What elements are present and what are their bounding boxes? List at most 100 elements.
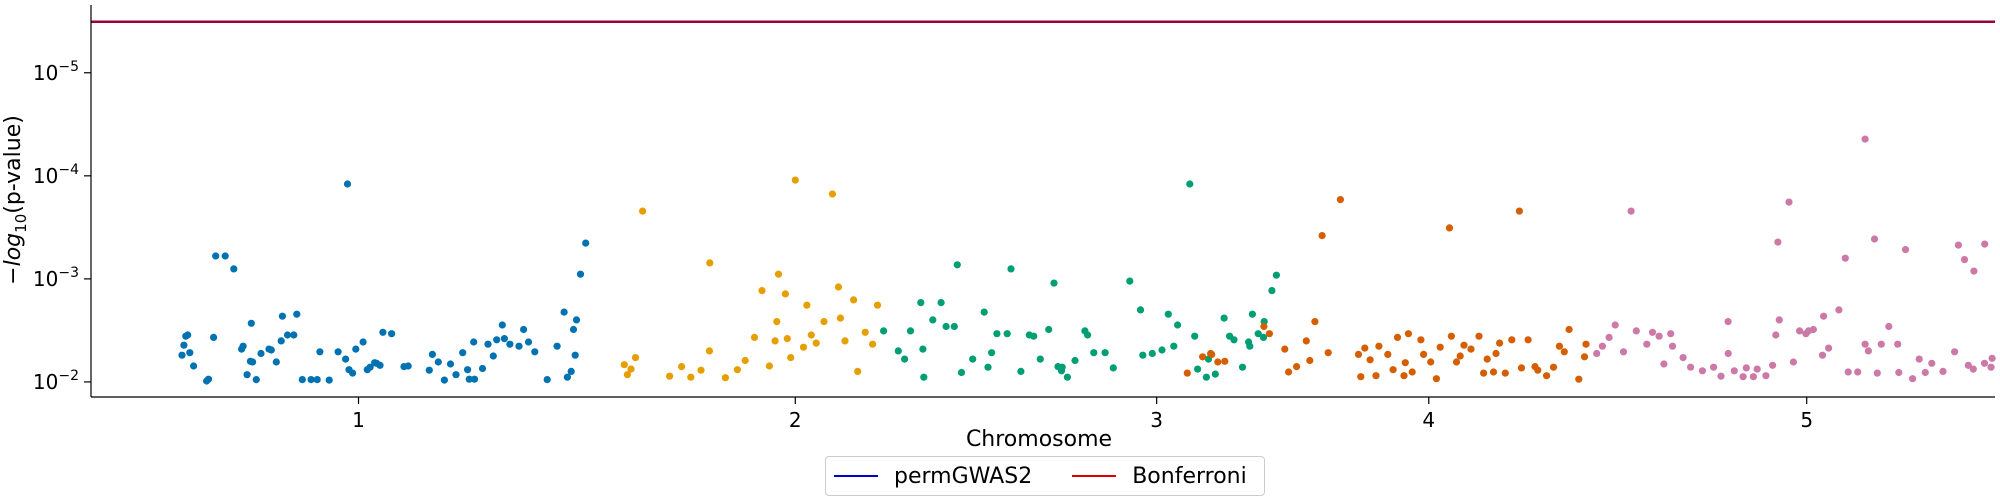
snp-point-chr5 bbox=[1964, 361, 1972, 369]
snp-point-chr4 bbox=[1452, 358, 1461, 366]
snp-point-chr1 bbox=[293, 310, 301, 318]
snp-point-chr4 bbox=[1475, 332, 1483, 340]
snp-point-chr4 bbox=[1420, 350, 1428, 358]
snp-point-chr3 bbox=[984, 363, 992, 371]
snp-point-chr3 bbox=[1248, 310, 1256, 318]
snp-point-chr4 bbox=[1214, 358, 1222, 366]
snp-point-chr1 bbox=[212, 252, 220, 260]
snp-point-chr1 bbox=[272, 358, 280, 366]
snp-point-chr5 bbox=[1894, 340, 1902, 348]
snp-point-chr4 bbox=[1311, 318, 1319, 326]
snp-point-chr5 bbox=[1730, 367, 1738, 375]
snp-point-chr4 bbox=[1447, 332, 1455, 340]
snp-point-chr1 bbox=[342, 355, 350, 363]
snp-point-chr3 bbox=[894, 347, 902, 355]
snp-point-chr1 bbox=[425, 366, 433, 374]
snp-point-chr5 bbox=[1598, 342, 1606, 350]
snp-point-chr5 bbox=[1742, 364, 1750, 372]
snp-point-chr5 bbox=[1762, 372, 1770, 380]
snp-point-chr5 bbox=[1698, 367, 1706, 375]
snp-point-chr2 bbox=[687, 373, 695, 381]
snp-point-chr3 bbox=[1084, 331, 1092, 339]
scatter-points bbox=[178, 135, 1996, 385]
y-tick-label: 10−4 bbox=[33, 162, 79, 188]
snp-point-chr2 bbox=[631, 354, 640, 362]
snp-point-chr5 bbox=[1988, 354, 1996, 362]
snp-point-chr3 bbox=[1090, 349, 1098, 357]
snp-point-chr2 bbox=[850, 296, 858, 304]
snp-point-chr4 bbox=[1375, 342, 1383, 350]
snp-point-chr3 bbox=[1230, 336, 1238, 344]
y-axis-label: −log10(p-value) bbox=[1, 115, 30, 285]
snp-point-chr4 bbox=[1560, 348, 1568, 356]
snp-point-chr2 bbox=[803, 301, 811, 309]
snp-point-chr2 bbox=[791, 176, 799, 184]
snp-point-chr5 bbox=[1796, 327, 1804, 335]
snp-point-chr1 bbox=[440, 376, 448, 384]
snp-point-chr1 bbox=[470, 375, 479, 383]
snp-point-chr4 bbox=[1534, 366, 1542, 374]
snp-point-chr5 bbox=[1820, 312, 1828, 320]
snp-point-chr1 bbox=[571, 351, 579, 359]
snp-point-chr3 bbox=[1268, 287, 1276, 295]
snp-point-chr3 bbox=[1164, 310, 1172, 318]
snp-point-chr1 bbox=[572, 316, 581, 324]
snp-point-chr1 bbox=[190, 362, 198, 370]
snp-point-chr2 bbox=[733, 366, 742, 374]
x-axis-label: Chromosome bbox=[966, 427, 1112, 452]
snp-point-chr1 bbox=[178, 351, 186, 359]
snp-point-chr5 bbox=[1605, 333, 1613, 341]
snp-point-chr5 bbox=[1960, 256, 1969, 264]
snp-point-chr3 bbox=[969, 355, 977, 363]
snp-point-chr5 bbox=[1885, 322, 1893, 331]
snp-point-chr3 bbox=[957, 368, 966, 377]
snp-point-chr1 bbox=[186, 349, 194, 357]
snp-point-chr5 bbox=[1724, 318, 1732, 326]
snp-point-chr2 bbox=[741, 356, 749, 365]
snp-point-chr1 bbox=[379, 328, 387, 336]
snp-point-chr5 bbox=[1864, 347, 1872, 355]
snp-point-chr2 bbox=[678, 363, 686, 371]
snp-point-chr1 bbox=[243, 371, 251, 379]
snp-point-chr4 bbox=[1483, 355, 1491, 363]
snp-point-chr3 bbox=[1050, 279, 1058, 287]
snp-point-chr3 bbox=[1017, 367, 1025, 375]
snp-point-chr4 bbox=[1302, 337, 1310, 345]
x-tick-label: 2 bbox=[789, 408, 802, 432]
snp-point-chr5 bbox=[1841, 254, 1849, 262]
snp-point-chr3 bbox=[937, 299, 945, 307]
snp-point-chr5 bbox=[1970, 267, 1978, 275]
snp-point-chr3 bbox=[1071, 356, 1079, 365]
snp-point-chr3 bbox=[1158, 346, 1166, 354]
snp-point-chr4 bbox=[1549, 363, 1558, 371]
snp-point-chr4 bbox=[1496, 339, 1504, 347]
legend-swatch-bonferroni bbox=[1072, 475, 1117, 477]
snp-point-chr1 bbox=[221, 252, 229, 260]
snp-point-chr4 bbox=[1389, 366, 1397, 374]
snp-point-chr1 bbox=[388, 330, 396, 338]
snp-point-chr3 bbox=[993, 330, 1001, 338]
snp-point-chr4 bbox=[1580, 353, 1589, 361]
snp-point-chr4 bbox=[1265, 330, 1273, 338]
snp-point-chr5 bbox=[1687, 363, 1695, 371]
snp-point-chr5 bbox=[1818, 351, 1827, 359]
snp-point-chr2 bbox=[828, 190, 837, 198]
snp-point-chr3 bbox=[1045, 325, 1053, 334]
snp-point-chr4 bbox=[1293, 363, 1301, 371]
legend-label-bonferroni: Bonferroni bbox=[1132, 463, 1247, 489]
snp-point-chr3 bbox=[1058, 363, 1066, 371]
snp-point-chr5 bbox=[1969, 365, 1977, 373]
legend-label-permgwas2: permGWAS2 bbox=[894, 463, 1033, 489]
snp-point-chr5 bbox=[1861, 135, 1869, 143]
snp-point-chr2 bbox=[869, 340, 877, 348]
snp-point-chr1 bbox=[553, 342, 561, 350]
snp-point-chr4 bbox=[1384, 350, 1392, 358]
snp-point-chr4 bbox=[1582, 340, 1590, 348]
snp-point-chr5 bbox=[1877, 340, 1885, 348]
snp-point-chr3 bbox=[1126, 277, 1134, 285]
snp-point-chr3 bbox=[1036, 355, 1044, 363]
snp-point-chr3 bbox=[950, 322, 958, 331]
snp-point-chr4 bbox=[1501, 369, 1509, 377]
snp-point-chr1 bbox=[249, 358, 257, 366]
snp-point-chr5 bbox=[1655, 332, 1663, 340]
